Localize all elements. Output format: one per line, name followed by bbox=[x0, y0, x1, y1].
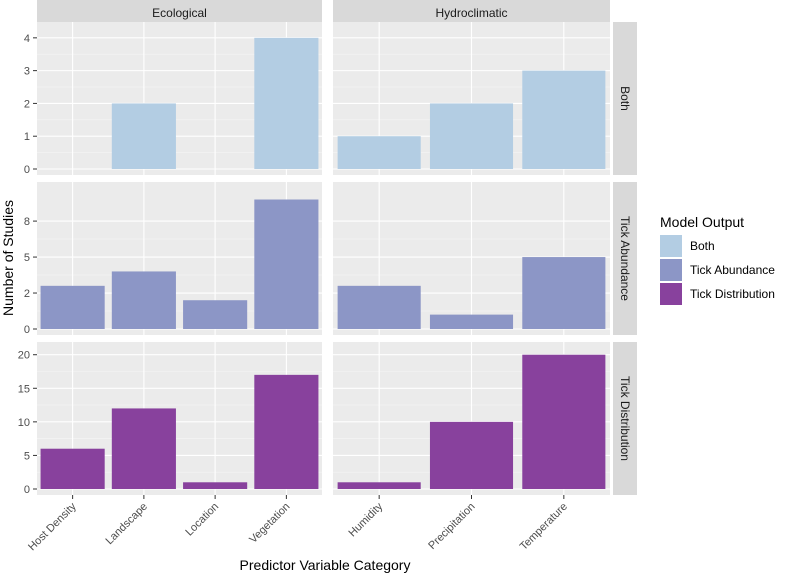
y-tick-label: 0 bbox=[24, 484, 30, 496]
column-strip-ecological bbox=[37, 0, 322, 22]
legend-title: Model Output bbox=[660, 214, 744, 230]
y-tick-label: 5 bbox=[24, 252, 30, 264]
y-tick-label: 4 bbox=[24, 33, 30, 45]
bar-tick-abundance-location bbox=[183, 300, 248, 329]
bar-both-temperature bbox=[522, 70, 606, 169]
row-strip-label: Tick Abundance bbox=[618, 216, 632, 301]
legend-swatch-tick-abundance bbox=[660, 259, 682, 281]
y-tick-label: 8 bbox=[24, 216, 30, 228]
y-tick-label: 15 bbox=[18, 383, 30, 395]
y-tick-label: 10 bbox=[18, 417, 30, 429]
bar-tick-abundance-vegetation bbox=[254, 199, 319, 329]
row-strip-label: Both bbox=[618, 86, 632, 111]
bar-tick-abundance-host-density bbox=[40, 285, 105, 329]
y-axis-title: Number of Studies bbox=[0, 200, 16, 316]
bar-tick-distribution-location bbox=[183, 482, 248, 489]
legend-label-tick-distribution: Tick Distribution bbox=[690, 287, 775, 301]
legend-label-tick-abundance: Tick Abundance bbox=[690, 263, 775, 277]
bar-both-landscape bbox=[111, 103, 176, 169]
y-tick-label: 2 bbox=[24, 288, 30, 300]
y-tick-label: 1 bbox=[24, 131, 30, 143]
y-tick-label: 2 bbox=[24, 98, 30, 110]
legend-label-both: Both bbox=[690, 239, 715, 253]
bar-tick-distribution-landscape bbox=[111, 408, 176, 489]
y-tick-label: 5 bbox=[24, 450, 30, 462]
row-strip-tick-abundance bbox=[613, 182, 637, 335]
column-strip-label: Hydroclimatic bbox=[435, 6, 507, 20]
x-axis-title: Predictor Variable Category bbox=[240, 557, 411, 573]
bar-tick-abundance-temperature bbox=[522, 257, 606, 329]
bar-both-humidity bbox=[337, 136, 421, 169]
legend-swatch-tick-distribution bbox=[660, 283, 682, 305]
bar-tick-distribution-precipitation bbox=[429, 421, 514, 489]
row-strip-tick-distribution bbox=[613, 342, 637, 495]
bar-tick-distribution-host-density bbox=[40, 448, 105, 489]
y-tick-label: 20 bbox=[18, 350, 30, 362]
y-tick-label: 3 bbox=[24, 66, 30, 78]
bar-tick-abundance-humidity bbox=[337, 285, 421, 329]
y-tick-label: 0 bbox=[24, 324, 30, 336]
bar-tick-distribution-humidity bbox=[337, 482, 421, 489]
column-strip-label: Ecological bbox=[152, 6, 207, 20]
bar-tick-distribution-vegetation bbox=[254, 374, 319, 489]
y-tick-label: 0 bbox=[24, 164, 30, 176]
row-strip-label: Tick Distribution bbox=[618, 376, 632, 461]
bar-tick-abundance-precipitation bbox=[429, 314, 514, 329]
bar-tick-abundance-landscape bbox=[111, 271, 176, 329]
legend: Model Output Both Tick Abundance Tick Dist… bbox=[660, 214, 775, 305]
bar-both-precipitation bbox=[429, 103, 514, 169]
row-strip-both bbox=[613, 22, 637, 175]
bar-both-vegetation bbox=[254, 37, 319, 170]
bar-tick-distribution-temperature bbox=[522, 354, 606, 489]
column-strip-hydroclimatic bbox=[333, 0, 610, 22]
legend-swatch-both bbox=[660, 235, 682, 257]
